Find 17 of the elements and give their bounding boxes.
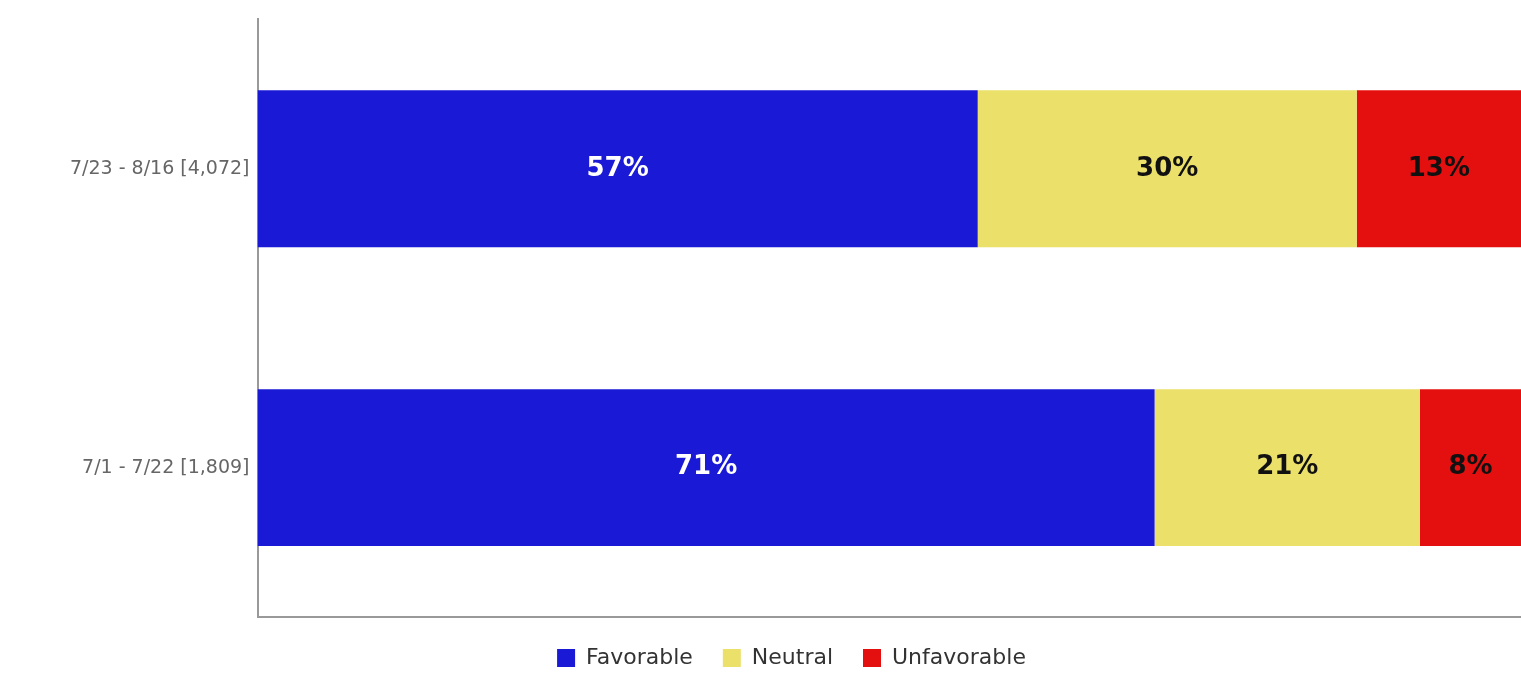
legend-label: Unfavorable [892, 643, 1026, 669]
y-tick-label: 7/23 - 8/16 [4,072] [69, 155, 250, 178]
bar [1154, 389, 1420, 547]
data-label: 13% [1407, 151, 1470, 182]
bar [1419, 389, 1521, 547]
bar [257, 90, 978, 248]
data-label: 71% [674, 450, 738, 481]
bar [1356, 90, 1521, 248]
data-label: 8% [1448, 450, 1493, 481]
data-label: 21% [1256, 450, 1319, 481]
data-label: 57% [586, 151, 649, 182]
bar [977, 90, 1357, 248]
data-label: 30% [1136, 151, 1199, 182]
legend-label: Neutral [751, 643, 834, 669]
bar [257, 389, 1155, 547]
y-tick-label: 7/1 - 7/22 [1,809] [82, 454, 250, 477]
legend-label: Favorable [586, 643, 693, 669]
